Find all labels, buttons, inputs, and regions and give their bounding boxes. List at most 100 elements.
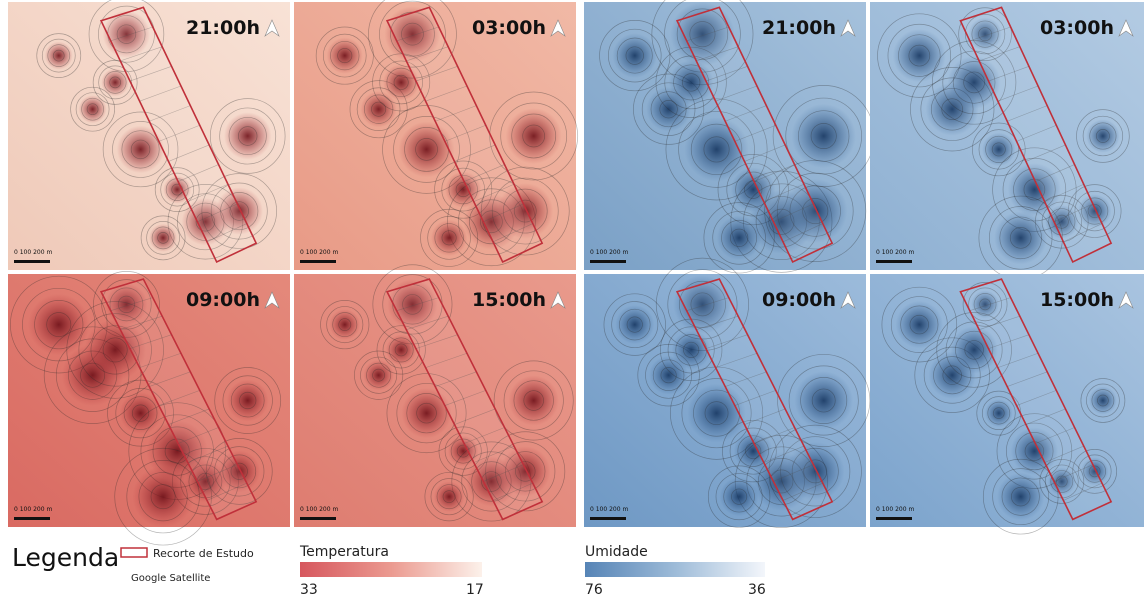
street	[406, 46, 449, 62]
contour	[320, 300, 370, 350]
contour	[1050, 470, 1074, 493]
street	[763, 183, 805, 202]
contour	[964, 340, 984, 360]
contour	[214, 446, 265, 497]
street	[425, 352, 468, 368]
contour	[107, 379, 174, 447]
hotspot	[783, 178, 848, 244]
contour	[914, 337, 990, 413]
contour	[952, 61, 996, 104]
map-panel: 21:00h 0 100 200 m	[584, 0, 875, 274]
contour	[210, 182, 268, 240]
contour	[1083, 459, 1107, 483]
street	[168, 144, 210, 162]
contour	[230, 462, 248, 480]
scale-bar	[14, 517, 50, 520]
contour	[322, 33, 367, 78]
contour	[41, 38, 76, 73]
street	[178, 427, 219, 444]
contour	[382, 331, 420, 369]
hotspot	[984, 399, 1013, 428]
contour	[442, 490, 456, 504]
contour	[88, 0, 165, 72]
contour	[1091, 389, 1115, 412]
hotspot	[433, 481, 465, 513]
hotspot	[684, 117, 749, 182]
contour	[103, 71, 127, 94]
street	[715, 352, 758, 368]
scale-bar	[876, 517, 912, 520]
contour	[811, 388, 836, 413]
panel-time: 15:00h	[472, 289, 546, 311]
street	[782, 223, 823, 243]
contour	[887, 23, 952, 88]
contour	[737, 435, 769, 467]
street	[969, 26, 1011, 42]
street	[725, 105, 767, 122]
contour	[430, 478, 468, 516]
contour	[1039, 459, 1085, 504]
scale-label: 0 100 200 m	[300, 249, 338, 256]
street	[197, 464, 238, 482]
contour	[1086, 383, 1120, 418]
contour	[1067, 184, 1122, 238]
hotspot	[430, 219, 468, 257]
scale-bar	[590, 260, 626, 263]
street	[997, 352, 1039, 368]
contour	[681, 378, 752, 449]
street	[129, 66, 172, 82]
contour	[150, 484, 176, 510]
humidity-colorbar	[585, 562, 765, 577]
scale-bar	[300, 517, 336, 520]
contour	[1080, 378, 1126, 423]
contour	[803, 459, 828, 484]
contour	[715, 473, 763, 521]
contour	[315, 26, 374, 85]
hotspot	[102, 10, 151, 58]
street	[187, 183, 229, 202]
hotspot	[101, 68, 130, 97]
contour	[491, 177, 559, 245]
contour	[971, 20, 999, 48]
contour	[219, 107, 277, 165]
contour	[908, 44, 931, 67]
contour	[776, 172, 854, 250]
street	[773, 464, 814, 482]
contour	[973, 293, 997, 316]
humidity-label: Umidade	[585, 544, 648, 560]
contour	[393, 116, 460, 183]
contour	[890, 296, 948, 353]
contour	[116, 24, 137, 44]
contour	[689, 21, 716, 48]
panel-time: 21:00h	[762, 17, 836, 39]
contour	[645, 351, 693, 399]
contour	[379, 60, 423, 105]
north-arrow	[1118, 291, 1134, 309]
street	[686, 26, 729, 42]
scale-label: 0 100 200 m	[590, 249, 628, 256]
contour	[157, 231, 169, 244]
street	[473, 183, 515, 202]
study-area	[99, 278, 258, 521]
contour	[655, 46, 727, 118]
study-area	[675, 278, 834, 521]
contour	[945, 321, 1003, 379]
contour	[693, 389, 740, 437]
street	[988, 66, 1030, 82]
contour	[942, 365, 962, 385]
hotspot	[1045, 204, 1079, 239]
street	[129, 334, 172, 349]
street	[206, 482, 247, 501]
contour	[434, 223, 464, 253]
hotspot	[981, 132, 1016, 167]
street	[454, 408, 496, 425]
hotspot	[716, 215, 762, 261]
hotspot	[971, 290, 1000, 319]
contour	[1072, 448, 1118, 494]
contour	[415, 138, 438, 161]
contour	[690, 292, 715, 317]
contour	[46, 312, 72, 338]
contour	[964, 14, 1006, 55]
contour	[673, 64, 710, 101]
